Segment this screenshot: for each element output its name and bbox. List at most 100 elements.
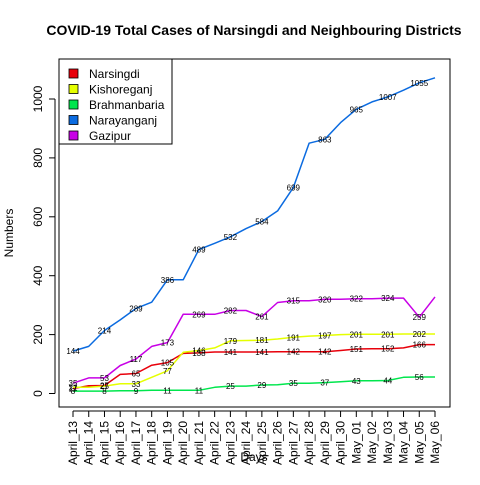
- legend-label-brahmanbaria: Brahmanbaria: [89, 98, 165, 112]
- data-label: 152: [381, 345, 395, 354]
- legend-swatch-brahmanbaria: [68, 99, 79, 110]
- data-label: 142: [318, 348, 332, 357]
- legend-swatch-gazipur: [68, 130, 79, 141]
- x-tick-label: May_01: [349, 421, 363, 464]
- x-axis: April_13 April_14 April_15 April_16 April_17…: [66, 410, 442, 465]
- series-line-brahmanbaria: [73, 376, 435, 392]
- data-label: 35: [289, 379, 298, 388]
- data-label: 146: [192, 347, 206, 356]
- y-tick-label: 200: [31, 324, 45, 344]
- data-label: 21: [69, 383, 78, 392]
- x-tick-label: April_27: [286, 421, 300, 465]
- x-tick-label: May_03: [381, 421, 395, 464]
- x-tick-label: April_20: [176, 421, 190, 465]
- x-tick-label: April_26: [271, 421, 285, 465]
- data-label: 324: [381, 294, 395, 303]
- plot-frame: [58, 58, 451, 408]
- x-tick-label: April_21: [192, 421, 206, 465]
- data-label: 53: [100, 374, 109, 383]
- data-label: 261: [255, 313, 269, 322]
- data-label: 105: [161, 359, 175, 368]
- data-label: 33: [132, 380, 141, 389]
- data-label: 77: [163, 367, 172, 376]
- chart-title: COVID-19 Total Cases of Narsingdi and Ne…: [46, 22, 461, 38]
- data-label: 27: [100, 382, 109, 391]
- data-label: 17: [69, 384, 78, 393]
- x-tick-label: May_06: [428, 421, 442, 464]
- data-label: 11: [195, 386, 204, 395]
- data-label: 142: [287, 348, 301, 357]
- data-label: 965: [350, 105, 364, 114]
- data-label: 8: [71, 387, 76, 396]
- data-label: 138: [192, 349, 206, 358]
- legend-label-narayanganj: Narayanganj: [89, 114, 157, 128]
- y-axis-label: Numbers: [2, 209, 16, 258]
- data-label: 191: [287, 333, 301, 342]
- data-label: 25: [226, 382, 235, 391]
- data-label: 386: [161, 276, 175, 285]
- data-label: 289: [129, 304, 143, 313]
- x-tick-label: April_15: [97, 421, 111, 465]
- data-label: 201: [350, 330, 364, 339]
- y-tick-label: 600: [31, 206, 45, 226]
- data-label: 322: [350, 295, 364, 304]
- data-label: 269: [192, 310, 206, 319]
- x-tick-label: April_18: [145, 421, 159, 465]
- y-tick-label: 0: [31, 390, 45, 397]
- data-label: 699: [287, 184, 301, 193]
- x-axis-label: Days: [240, 450, 267, 464]
- data-label: 56: [415, 373, 424, 382]
- data-label: 117: [130, 355, 143, 364]
- data-label: 141: [224, 348, 238, 357]
- data-label: 35: [69, 379, 78, 388]
- x-tick-label: April_30: [334, 421, 348, 465]
- data-label: 201: [381, 330, 395, 339]
- x-tick-label: April_24: [239, 421, 253, 465]
- data-labels: 17 27 65 105 138 141 141 142 142 151 152 166 21 25 33 7…: [66, 79, 428, 396]
- data-label: 44: [383, 377, 392, 386]
- x-tick-label: May_05: [412, 421, 426, 464]
- data-label: 214: [98, 326, 112, 335]
- data-label: 532: [224, 233, 238, 242]
- data-label: 1055: [410, 79, 428, 88]
- data-label: 320: [318, 295, 332, 304]
- x-tick-label: April_16: [113, 421, 127, 465]
- data-label: 863: [318, 135, 332, 144]
- x-tick-label: April_19: [160, 421, 174, 465]
- data-label: 65: [132, 369, 141, 378]
- series-line-narayanganj: [72, 77, 436, 352]
- data-label: 141: [255, 348, 269, 357]
- x-tick-label: April_23: [223, 421, 237, 465]
- series-line-kishoreganj: [73, 333, 435, 389]
- series-layer: [72, 77, 436, 392]
- data-label: 202: [413, 330, 427, 339]
- x-tick-label: April_28: [302, 421, 316, 465]
- y-tick-label: 1000: [31, 85, 45, 112]
- legend-label-kishoreganj: Kishoreganj: [89, 83, 152, 97]
- data-label: 9: [134, 387, 139, 396]
- y-axis: 0 200 400 600 800 1000: [31, 85, 56, 397]
- x-tick-label: May_02: [365, 421, 379, 464]
- data-label: 166: [413, 341, 427, 350]
- legend-label-gazipur: Gazipur: [89, 129, 131, 143]
- data-label: 197: [318, 331, 332, 340]
- data-label: 282: [224, 306, 238, 315]
- x-tick-label: April_13: [66, 421, 80, 465]
- y-tick-label: 400: [31, 265, 45, 285]
- x-tick-label: April_29: [318, 421, 332, 465]
- data-label: 144: [66, 347, 80, 356]
- data-label: 29: [257, 381, 266, 390]
- x-tick-label: April_17: [129, 421, 143, 465]
- data-label: 179: [224, 337, 238, 346]
- data-label: 584: [255, 218, 269, 227]
- x-tick-label: April_22: [208, 421, 222, 465]
- data-label: 151: [350, 345, 364, 354]
- legend-swatch-narayanganj: [68, 115, 79, 125]
- legend-swatch-narsingdi: [68, 68, 79, 79]
- data-label: 37: [320, 379, 329, 388]
- data-label: 8: [102, 387, 107, 396]
- x-tick-label: April_14: [82, 421, 96, 465]
